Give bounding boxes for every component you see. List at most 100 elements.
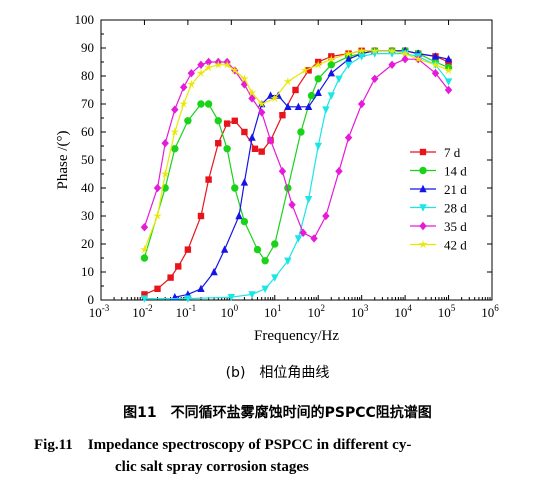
y-tick-label: 50 (81, 152, 94, 167)
data-point (419, 204, 427, 212)
legend-entry: 35 d (410, 219, 467, 234)
data-point (220, 245, 229, 253)
data-point (314, 142, 322, 151)
data-point (179, 99, 189, 108)
data-point (213, 60, 223, 69)
x-tick-label: 10-3 (89, 303, 110, 320)
data-point (240, 80, 249, 89)
data-point (196, 68, 206, 77)
y-tick-label: 30 (81, 208, 94, 223)
legend-label: 7 d (444, 145, 461, 160)
data-point (297, 128, 305, 136)
data-point (210, 267, 218, 276)
data-point (187, 69, 196, 78)
data-point (248, 133, 256, 141)
data-point (284, 257, 292, 265)
data-point (271, 274, 279, 282)
legend-label: 28 d (444, 201, 467, 216)
data-point (288, 200, 296, 209)
data-point (444, 78, 453, 86)
data-point (170, 127, 180, 136)
data-point (357, 53, 366, 61)
data-point (253, 245, 262, 254)
data-point (307, 91, 316, 100)
data-point (388, 50, 396, 58)
data-point (223, 145, 231, 153)
y-axis-label: Phase /(°) (55, 131, 71, 190)
series-42-d (140, 46, 453, 254)
x-tick-label: 106 (481, 303, 499, 320)
data-point (370, 46, 380, 55)
data-point (294, 102, 303, 110)
data-point (335, 75, 343, 83)
data-point (140, 223, 149, 232)
y-tick-label: 80 (81, 68, 94, 83)
data-point (248, 94, 256, 103)
data-point (300, 65, 310, 75)
series-21-d (171, 46, 453, 301)
data-point (239, 74, 249, 83)
data-point (258, 148, 265, 155)
data-point (284, 102, 292, 110)
data-point (266, 136, 275, 145)
data-point (357, 46, 367, 55)
x-axis-label: Frequency/Hz (254, 328, 339, 344)
data-point (266, 91, 275, 99)
y-tick-label: 100 (75, 12, 95, 27)
data-point (335, 167, 343, 176)
y-tick-label: 0 (88, 292, 95, 307)
data-point (197, 60, 205, 69)
x-tick-label: 10-2 (132, 303, 153, 320)
x-tick-label: 100 (221, 303, 239, 320)
data-point (419, 166, 427, 175)
data-point (279, 112, 286, 119)
data-point (314, 88, 322, 96)
data-point (215, 140, 222, 147)
data-point (431, 60, 440, 69)
data-point (231, 184, 239, 192)
data-point (371, 74, 379, 83)
data-point (171, 145, 179, 153)
x-tick-label: 103 (351, 303, 369, 320)
data-point (299, 228, 307, 237)
data-point (419, 184, 427, 193)
legend-label: 14 d (444, 164, 467, 179)
legend-label: 42 d (444, 238, 467, 253)
data-point (186, 79, 196, 89)
data-point (344, 55, 353, 63)
y-tick-label: 40 (81, 180, 94, 195)
data-point (304, 196, 313, 204)
data-point (344, 48, 354, 58)
legend-entry: 28 d (410, 201, 467, 216)
data-point (261, 257, 269, 265)
y-tick-label: 20 (81, 236, 94, 251)
data-point (175, 263, 182, 270)
data-point (223, 120, 231, 127)
data-point (204, 100, 213, 108)
data-point (326, 54, 336, 63)
data-point (413, 54, 423, 63)
data-point (205, 176, 212, 183)
data-point (444, 55, 453, 63)
data-point (184, 117, 192, 125)
data-point (171, 105, 179, 114)
data-point (431, 52, 440, 60)
data-point (261, 285, 269, 293)
data-point (419, 221, 427, 231)
legend-entry: 14 d (410, 164, 467, 179)
data-point (251, 145, 259, 152)
data-point (431, 69, 440, 78)
data-point (278, 167, 287, 176)
data-point (401, 55, 409, 64)
data-point (304, 102, 313, 110)
data-point (444, 85, 453, 95)
subfigure-caption: (b) 相位角曲线 (225, 365, 330, 381)
data-point (313, 60, 323, 69)
data-point (248, 291, 256, 299)
y-tick-label: 10 (81, 264, 94, 279)
figure-caption-english-line2: clic salt spray corrosion stages (115, 459, 309, 475)
data-point (294, 235, 303, 243)
legend-entry: 42 d (410, 238, 467, 253)
data-point (322, 106, 330, 114)
data-point (184, 295, 192, 303)
